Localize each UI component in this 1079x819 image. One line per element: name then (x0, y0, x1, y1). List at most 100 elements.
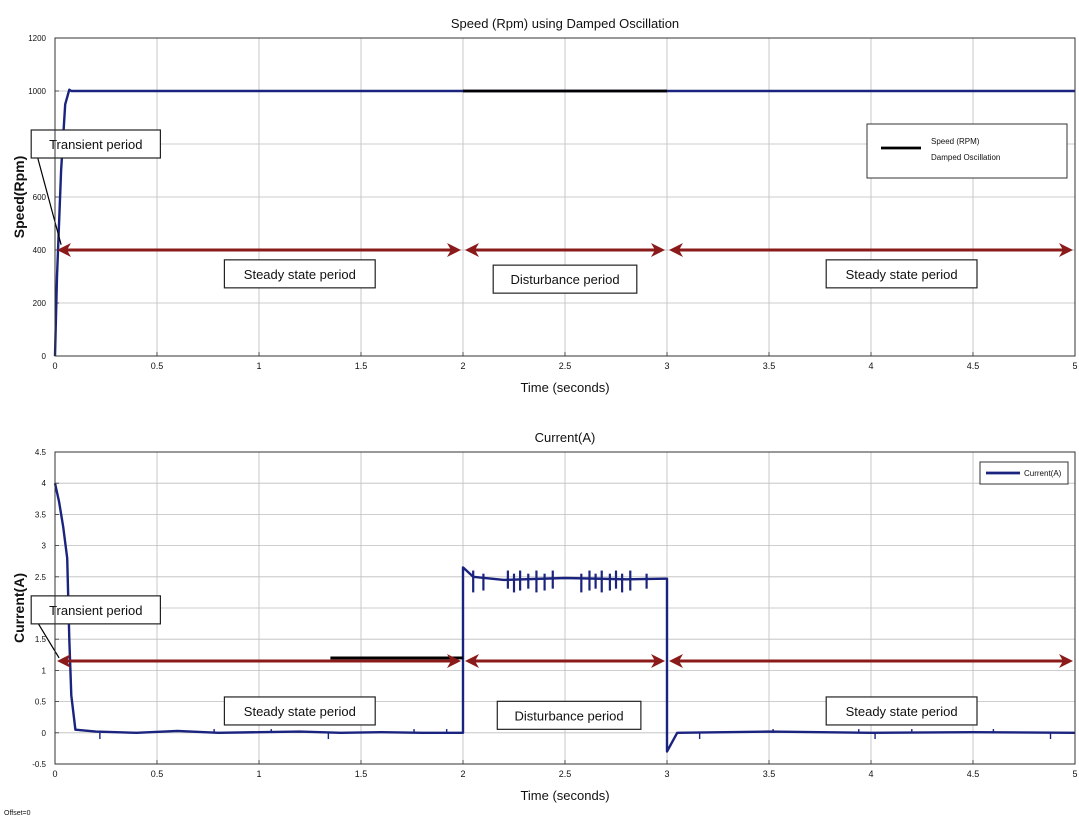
chart2-x-tick-label: 5 (1072, 769, 1077, 779)
chart2-x-tick-label: 2.5 (559, 769, 572, 779)
chart1-plot: 00.511.522.533.544.550200400600800100012… (11, 16, 1078, 395)
chart1-x-tick-label: 3.5 (763, 361, 776, 371)
chart2-y-tick-label: 0.5 (35, 698, 47, 707)
chart2-y-tick-label: -0.5 (32, 760, 46, 769)
chart2-annotation-text: Disturbance period (515, 708, 624, 723)
chart1-y-tick-label: 600 (33, 193, 47, 202)
chart1-x-tick-label: 1.5 (355, 361, 368, 371)
chart1-y-tick-label: 1200 (28, 34, 46, 43)
chart1-range-arrow-head-left (57, 243, 71, 257)
chart2-annotation-text: Steady state period (846, 704, 958, 719)
chart2-y-tick-label: 3 (42, 542, 47, 551)
chart1-annotation-text: Steady state period (846, 267, 958, 282)
chart1-y-tick-label: 1000 (28, 87, 46, 96)
chart2-plot: 00.511.522.533.544.55-0.500.511.522.533.… (11, 430, 1078, 803)
chart2-legend: Current(A) (979, 461, 1069, 485)
chart2-y-tick-label: 3.5 (35, 510, 47, 519)
chart2-x-tick-label: 3 (664, 769, 669, 779)
chart2-y-tick-label: 2.5 (35, 573, 47, 582)
chart1-annotation: Steady state period (223, 259, 376, 289)
chart2-annotation: Steady state period (825, 696, 978, 726)
chart1-x-tick-label: 3 (664, 361, 669, 371)
chart1-title: Speed (Rpm) using Damped Oscillation (451, 16, 679, 31)
chart1-x-tick-label: 2 (460, 361, 465, 371)
chart2-y-tick-label: 1 (42, 666, 47, 675)
chart2-annotation: Transient period (30, 595, 161, 659)
chart2-series-line (53, 482, 1076, 753)
chart2-annotation-text: Steady state period (244, 704, 356, 719)
chart1-annotation-text: Steady state period (244, 267, 356, 282)
chart1-x-axis-label: Time (seconds) (520, 380, 609, 395)
chart1-legend-entry: Damped Oscillation (931, 153, 1000, 162)
chart2-range-arrow-head-right (651, 654, 665, 669)
chart2-title: Current(A) (535, 430, 596, 445)
chart2-annotation-box (223, 696, 376, 726)
footer-note: Offset=0 (4, 810, 31, 817)
chart1-range-arrow (57, 243, 461, 257)
chart1-annotation-text: Disturbance period (510, 272, 619, 287)
chart1-y-axis-label: Speed(Rpm) (11, 156, 27, 238)
chart2-x-tick-label: 0 (52, 769, 57, 779)
chart1-annotation: Disturbance period (492, 264, 638, 294)
chart2-x-tick-label: 0.5 (151, 769, 164, 779)
chart2-range-arrow (57, 654, 461, 669)
chart2-annotation-box (825, 696, 978, 726)
chart2-range-arrow (465, 654, 665, 669)
chart2-range-arrow-head-left (669, 654, 683, 669)
chart2-x-tick-label: 4 (868, 769, 873, 779)
chart2-legend-box (979, 461, 1069, 485)
chart2-y-tick-label: 4 (42, 479, 47, 488)
chart1-x-tick-label: 0.5 (151, 361, 164, 371)
chart2-legend-entry: Current(A) (1024, 469, 1062, 478)
chart1-range-arrow-head-right (447, 243, 461, 257)
chart1-range-arrow (669, 243, 1073, 257)
chart1-annotation-text: Transient period (49, 137, 142, 152)
chart2-range-arrow-head-right (1059, 654, 1073, 669)
chart2-y-axis-label: Current(A) (11, 573, 27, 643)
chart2-annotation: Disturbance period (496, 700, 642, 730)
chart1-y-tick-label: 400 (33, 246, 47, 255)
chart1-range-arrow-head-left (669, 243, 683, 257)
chart1-annotation: Transient period (30, 129, 161, 245)
chart1-range-arrow-head-right (651, 243, 665, 257)
chart1-x-tick-label: 4.5 (967, 361, 980, 371)
chart1-annotation-box (825, 259, 978, 289)
chart1-y-tick-label: 200 (33, 299, 47, 308)
chart1-range-arrow-head-right (1059, 243, 1073, 257)
chart1-annotation: Steady state period (825, 259, 978, 289)
chart1-x-tick-label: 2.5 (559, 361, 572, 371)
chart2-annotation-text: Transient period (49, 603, 142, 618)
chart2-annotation: Steady state period (223, 696, 376, 726)
chart2-annotation-box (496, 700, 642, 730)
chart2-y-tick-label: 0 (42, 729, 47, 738)
chart1-x-tick-label: 4 (868, 361, 873, 371)
chart1-y-tick-label: 0 (42, 352, 47, 361)
chart2-range-arrow-head-right (447, 654, 461, 669)
chart1-legend-entry: Speed (RPM) (931, 137, 980, 146)
chart1-x-tick-label: 0 (52, 361, 57, 371)
chart2-range-arrow-head-left (57, 654, 71, 669)
chart1-axes-frame (54, 37, 1076, 357)
chart1-annotation-box (223, 259, 376, 289)
chart1-range-arrow-head-left (465, 243, 479, 257)
chart1-legend: Speed (RPM) Damped Oscillation (866, 123, 1068, 179)
chart2-range-arrow (669, 654, 1073, 669)
chart2-axes-frame (54, 451, 1076, 765)
chart2-x-tick-label: 4.5 (967, 769, 980, 779)
chart2-y-tick-label: 4.5 (35, 448, 47, 457)
chart2-x-tick-label: 1 (256, 769, 261, 779)
chart1-range-arrow (465, 243, 665, 257)
chart2-annotation-box (30, 595, 161, 625)
chart1-annotation-box (492, 264, 638, 294)
chart2-x-axis-label: Time (seconds) (520, 788, 609, 803)
chart2-y-tick-label: 1.5 (35, 635, 47, 644)
chart2-x-tick-label: 3.5 (763, 769, 776, 779)
chart1-x-tick-label: 5 (1072, 361, 1077, 371)
chart1-x-tick-label: 1 (256, 361, 261, 371)
chart1-annotation-box (30, 129, 161, 159)
chart2-x-tick-label: 2 (460, 769, 465, 779)
chart1-legend-box (866, 123, 1068, 179)
chart2-x-tick-label: 1.5 (355, 769, 368, 779)
chart2-range-arrow-head-left (465, 654, 479, 669)
